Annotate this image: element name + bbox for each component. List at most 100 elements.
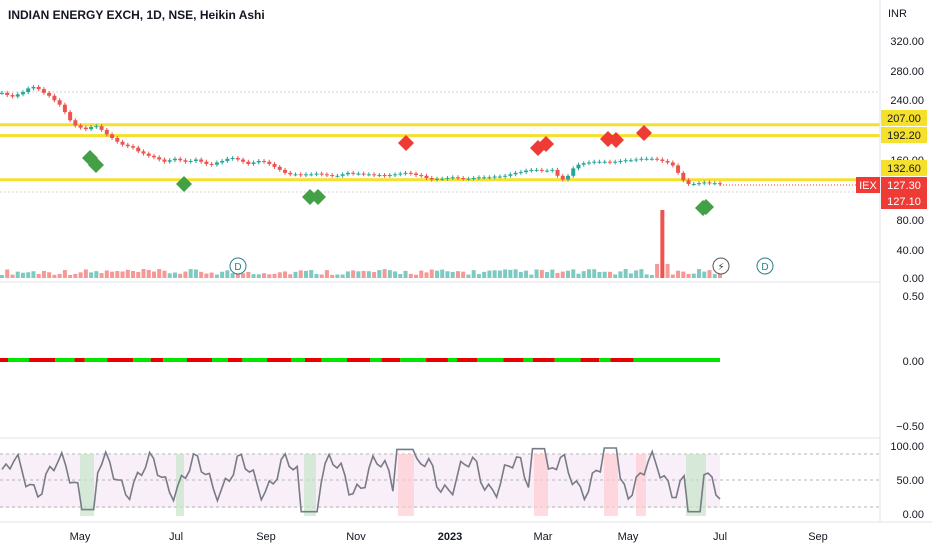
- candle-body: [251, 162, 256, 164]
- volume-bar: [707, 270, 712, 278]
- rsi-band: [0, 454, 720, 508]
- volume-bar: [31, 271, 36, 278]
- dividend-marker[interactable]: D: [756, 257, 774, 275]
- volume-bar: [555, 272, 560, 278]
- candle-body: [644, 158, 649, 160]
- candle-body: [387, 175, 392, 177]
- rsi-highlight: [176, 454, 184, 516]
- volume-bar: [188, 269, 193, 278]
- volume-bar: [566, 270, 571, 278]
- candle-body: [267, 161, 272, 164]
- volume-bar: [351, 270, 356, 278]
- price-tick-label: 240.00: [890, 95, 924, 107]
- volume-bar: [534, 269, 539, 278]
- dividend-marker[interactable]: D: [229, 257, 247, 275]
- volume-bar: [434, 270, 439, 278]
- candle-body: [272, 163, 277, 167]
- volume-bar: [497, 270, 502, 278]
- candle-body: [20, 92, 25, 95]
- candle-body: [398, 173, 403, 175]
- candle-body: [94, 126, 99, 128]
- candle-body: [298, 174, 303, 176]
- volume-bar: [120, 271, 125, 278]
- volume-bar: [99, 273, 104, 278]
- candle-body: [288, 172, 293, 175]
- candle-body: [230, 158, 235, 160]
- rsi-highlights: [80, 454, 706, 516]
- prev-price-tag-text: 127.10: [887, 196, 921, 208]
- currency-label[interactable]: INR: [888, 8, 907, 20]
- time-axis[interactable]: May Jul Sep Nov 2023 Mar May Jul Sep: [70, 531, 828, 543]
- signal-marker: [538, 136, 554, 152]
- volume-bar: [408, 273, 413, 278]
- volume-bar: [665, 264, 670, 278]
- rsi-tick-label: 100.00: [890, 441, 924, 453]
- volume-bar: [115, 271, 120, 278]
- volume-bar: [581, 271, 586, 278]
- volume-bar: [214, 274, 219, 278]
- candle-body: [649, 158, 654, 160]
- candle-body: [429, 178, 434, 180]
- candle-body: [41, 89, 46, 93]
- last-price-tag: [881, 177, 927, 193]
- candle-body: [372, 174, 377, 176]
- time-tick-label: May: [618, 531, 639, 543]
- volume-bar: [256, 274, 261, 278]
- candle-body: [319, 173, 324, 175]
- candle-body: [534, 169, 539, 171]
- volume-bar: [461, 271, 466, 278]
- volume-bar: [47, 272, 52, 278]
- candle-body: [702, 182, 707, 184]
- oscillator-tick-label: 0.00: [903, 356, 924, 368]
- candle-body: [676, 165, 681, 173]
- price-tick-label: 280.00: [890, 66, 924, 78]
- volume-bar: [62, 270, 67, 278]
- candle-body: [718, 183, 722, 185]
- volume-bar: [545, 272, 550, 278]
- split-marker[interactable]: ⚡: [712, 257, 730, 275]
- candle-body: [539, 169, 544, 171]
- candle-body: [136, 147, 141, 152]
- volume-bar: [314, 273, 319, 278]
- candle-body: [660, 159, 665, 161]
- volume-bar: [20, 272, 25, 278]
- volume-bar: [193, 269, 198, 278]
- volume-bar: [398, 274, 403, 278]
- volume-bar: [424, 272, 429, 278]
- candle-body: [36, 86, 41, 90]
- volume-bar: [482, 271, 487, 278]
- volume-bars: [0, 210, 722, 278]
- time-tick-label: Sep: [808, 531, 828, 543]
- candle-body: [89, 126, 94, 130]
- candle-body: [204, 161, 209, 164]
- volume-bar: [57, 273, 62, 278]
- candle-body: [476, 177, 481, 179]
- volume-bar: [104, 270, 109, 278]
- volume-bar: [471, 270, 476, 278]
- volume-bar: [393, 271, 398, 278]
- volume-bar: [560, 271, 565, 278]
- candle-body: [513, 172, 518, 175]
- prev-price-tag: [881, 193, 927, 209]
- volume-bar: [440, 269, 445, 278]
- signal-marker: [88, 157, 104, 173]
- volume-bar: [141, 269, 146, 278]
- volume-bar: [293, 271, 298, 278]
- candle-body: [167, 160, 172, 162]
- candle-body: [345, 172, 350, 175]
- volume-bar: [586, 269, 591, 278]
- candle-body: [283, 169, 288, 173]
- oscillator-axis[interactable]: 0.50 0.00 −0.50: [896, 291, 924, 433]
- volume-bar: [466, 274, 471, 278]
- volume-bar: [487, 270, 492, 278]
- volume-bar: [241, 273, 246, 278]
- volume-bar: [597, 271, 602, 278]
- rsi-axis[interactable]: 100.00 50.00 0.00: [890, 441, 924, 521]
- candle-body: [445, 178, 450, 180]
- candle-body: [618, 160, 623, 162]
- candle-body: [607, 161, 612, 163]
- price-tick-label: 0.00: [903, 273, 924, 285]
- volume-bar: [419, 270, 424, 278]
- volume-bar: [539, 269, 544, 278]
